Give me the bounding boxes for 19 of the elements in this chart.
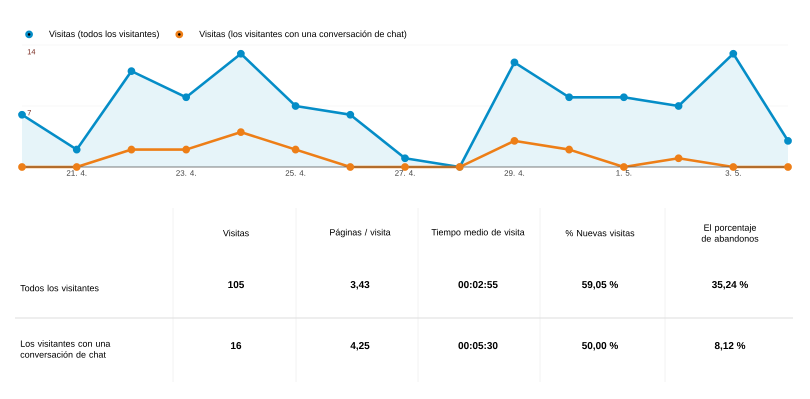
text: 3,43 [350, 281, 370, 290]
category-label: Los visitantes con una conversación de chat [20, 340, 110, 358]
text: 8,12 % [714, 342, 746, 351]
category-label: El porcentaje de abandonos [702, 224, 758, 242]
text: 35,24 % [712, 281, 748, 290]
text: 00:05:30 [458, 342, 498, 350]
legend-label: Visitas (todos los visitantes) [49, 30, 159, 39]
text: 00:02:55 [458, 281, 498, 288]
category-label: % Nuevas visitas [566, 230, 634, 236]
text: 105 [228, 281, 244, 288]
category-label: Páginas / visita [330, 228, 391, 238]
text: 4,25 [350, 342, 370, 351]
text: 16 [231, 342, 242, 350]
text: 59,05 % [582, 281, 618, 290]
category-label: Todos los visitantes [20, 284, 99, 292]
text: 50,00 % [582, 342, 618, 351]
legend-label: Visitas (los visitantes con una conversación de chat) [199, 30, 406, 39]
category-label: Visitas [222, 230, 249, 236]
category-label: Tiempo medio de visita [432, 228, 525, 238]
